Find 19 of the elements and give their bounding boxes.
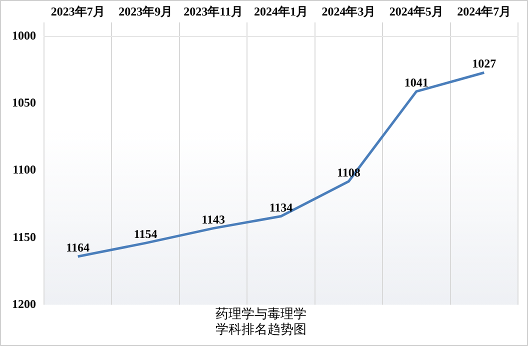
data-label: 1134: [269, 200, 293, 214]
text: 药理学与毒理学学科排名趋势图: [216, 306, 306, 338]
data-label: 1164: [66, 240, 90, 255]
y-tick-label: 1000: [12, 28, 36, 42]
data-label: 1154: [134, 227, 158, 242]
y-tick-label: 1100: [12, 162, 36, 177]
x-tick-label: 2023年11月: [184, 4, 243, 18]
x-tick-label: 2024年1月: [254, 4, 308, 18]
data-label: 1041: [404, 76, 428, 90]
y-tick-label: 1200: [12, 296, 36, 311]
x-tick-label: 2023年7月: [50, 4, 105, 18]
y-tick-label: 1150: [12, 230, 36, 244]
x-tick-label: 2024年7月: [457, 4, 512, 18]
x-tick-label: 2024年3月: [322, 4, 376, 18]
x-tick-label: 2023年9月: [118, 4, 173, 18]
y-tick-label: 1050: [12, 96, 36, 110]
data-label: 1027: [472, 56, 496, 71]
data-label: 1143: [202, 212, 225, 226]
x-tick-label: 2024年5月: [389, 4, 444, 18]
